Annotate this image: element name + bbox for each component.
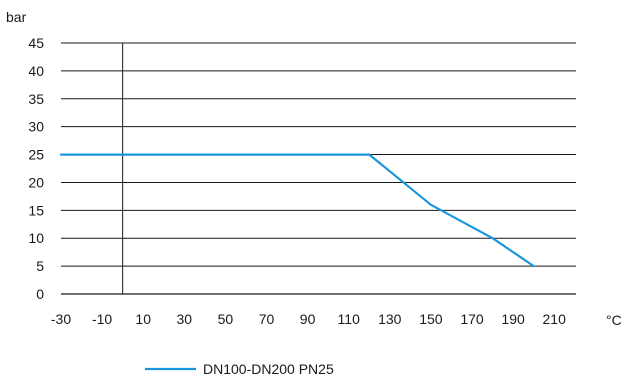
legend-label: DN100-DN200 PN25	[203, 361, 334, 377]
gridlines	[61, 42, 576, 295]
x-tick-label: -30	[51, 311, 71, 327]
x-tick-label: 210	[543, 311, 567, 327]
y-tick-label: 15	[28, 202, 44, 218]
x-tick-label: 130	[378, 311, 402, 327]
x-tick-label: 110	[338, 311, 361, 327]
x-tick-label: -10	[92, 311, 112, 327]
y-tick-label: 10	[28, 230, 44, 246]
x-tick-label: 150	[419, 311, 443, 327]
y-axis-title: bar	[6, 9, 27, 25]
y-tick-labels: 0 5 10 15 20 25 30 35 40 45	[28, 35, 44, 302]
y-tick-label: 30	[28, 119, 44, 135]
x-tick-label: 10	[135, 311, 151, 327]
x-tick-label: 50	[218, 311, 234, 327]
y-tick-label: 45	[28, 35, 44, 51]
series-lines	[59, 153, 535, 268]
y-tick-label: 35	[28, 91, 44, 107]
x-tick-label: 170	[460, 311, 484, 327]
y-tick-label: 25	[28, 147, 44, 163]
x-tick-label: 90	[300, 311, 316, 327]
legend: DN100-DN200 PN25	[145, 361, 334, 377]
y-tick-label: 0	[36, 286, 44, 302]
x-tick-label: 190	[501, 311, 525, 327]
y-tick-label: 40	[28, 63, 44, 79]
y-tick-label: 20	[28, 174, 44, 190]
x-axis-title: °C	[606, 312, 622, 328]
x-tick-labels: -30 -10 10 30 50 70 90 110 130 150 170 190 210	[51, 311, 566, 327]
x-tick-label: 70	[259, 311, 275, 327]
series-line	[59, 153, 535, 268]
x-tick-label: 30	[177, 311, 193, 327]
y-tick-label: 5	[36, 258, 44, 274]
